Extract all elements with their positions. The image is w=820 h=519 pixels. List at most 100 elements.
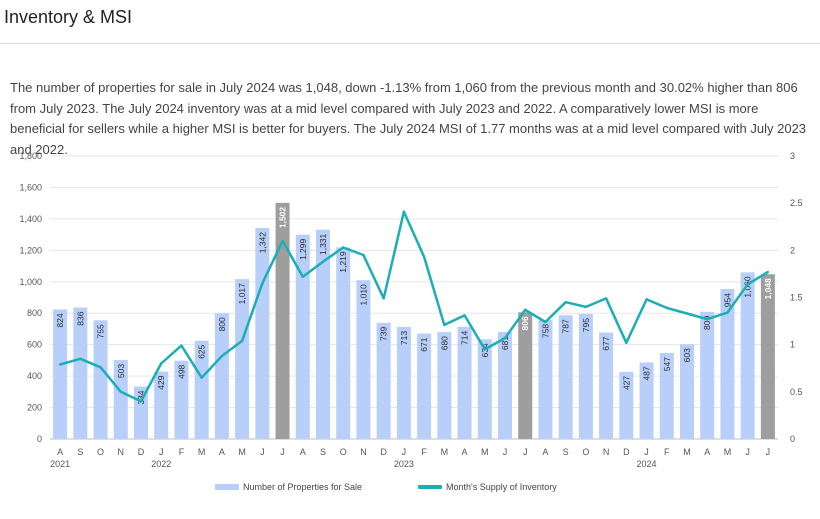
msi-point [645,298,648,301]
msi-point [706,317,709,321]
bar-value-label: 625 [197,344,207,358]
msi-point [463,314,466,317]
y-left-tick-label: 1,400 [19,214,42,224]
inventory-bar [720,289,735,439]
x-tick-label: F [179,447,185,457]
bar-value-label: 836 [75,311,85,325]
x-year-label: 2021 [50,459,70,469]
inventory-bar [396,326,411,439]
x-year-label: 2023 [394,459,414,469]
y-left-tick-label: 800 [27,308,42,318]
x-year-label: 2022 [151,459,171,469]
x-tick-label: A [704,447,710,457]
bar-value-label: 429 [156,375,166,389]
line-series [58,210,770,403]
bar-value-label: 739 [379,327,389,341]
x-tick-label: J [503,447,508,457]
msi-point [766,270,770,274]
inventory-bar [174,360,189,439]
x-tick-label: J [280,447,285,457]
msi-point [160,362,163,365]
bar-value-label: 1,060 [743,276,753,298]
bar-value-label: 603 [682,348,692,362]
y-left-tick-label: 200 [27,403,42,413]
inventory-bar [457,326,472,439]
inventory-bar [376,322,391,439]
inventory-bar [639,362,654,439]
inventory-bar [93,320,108,439]
legend-label-line[interactable]: Month's Supply of Inventory [446,482,557,492]
msi-point [604,297,608,300]
bar-value-label: 1,342 [257,232,267,254]
msi-point [200,376,203,379]
bar-value-label: 427 [621,376,631,390]
bar-value-label: 487 [642,366,652,380]
msi-point [382,297,385,300]
msi-point [746,283,749,286]
bar-value-label: 547 [662,357,672,371]
x-tick-label: S [77,447,83,457]
x-tick-label: M [683,447,691,457]
msi-point [524,308,527,311]
x-tick-label: F [664,447,670,457]
inventory-bar [255,228,270,439]
inventory-bar [336,247,351,439]
inventory-bar [214,313,229,439]
bar-labels: 824 836 755 503 334 429 498 625 800 1,017 1,342 1,5… [55,207,773,405]
x-tick-label: O [340,447,347,457]
y-left-tick-label: 600 [27,340,42,350]
msi-point [220,354,224,358]
inventory-bar [498,331,512,439]
y-right-tick-label: 0.5 [790,387,803,397]
bar-value-label: 1,219 [338,251,348,273]
chart-legend[interactable]: Number of Properties for Sale Month's Su… [215,482,557,492]
x-tick-label: M [441,447,449,457]
x-tick-label: D [138,447,145,457]
y-right-tick-label: 3 [790,151,795,161]
x-year-label: 2024 [637,459,657,469]
y-right-tick-label: 2.5 [790,198,803,208]
inventory-bar [477,339,492,439]
inventory-bar [659,352,674,439]
inventory-bar [740,272,755,439]
inventory-bar [437,332,452,439]
inventory-bar [53,309,68,439]
x-tick-label: J [745,447,750,457]
y-left-tick-label: 400 [27,371,42,381]
bar-value-label: 681 [500,336,510,350]
x-tick-label: M [238,447,246,457]
bar-series [53,202,775,439]
bar-value-label: 806 [520,316,530,330]
x-tick-label: M [481,447,489,457]
x-tick-label: S [320,447,326,457]
msi-point [402,210,406,213]
x-tick-label: J [644,447,649,457]
inventory-bar [680,344,694,439]
msi-point [58,363,62,366]
msi-point [726,311,729,314]
inventory-bar [700,311,715,439]
msi-point [503,336,507,340]
x-tick-label: M [724,447,732,457]
bar-value-label: 824 [55,313,65,327]
inventory-bar [578,314,593,439]
x-tick-label: J [523,447,528,457]
msi-point [584,305,588,309]
bar-value-label: 713 [399,331,409,345]
msi-point [564,301,567,304]
x-tick-label: N [603,447,610,457]
legend-label-bar[interactable]: Number of Properties for Sale [243,482,362,492]
x-tick-label: N [118,447,125,457]
msi-point [139,400,143,403]
legend-swatch-line [418,485,442,489]
bar-value-label: 714 [460,330,470,344]
bar-value-label: 334 [136,390,146,404]
inventory-bar [316,229,330,439]
bar-value-label: 498 [176,364,186,378]
msi-line [59,210,769,403]
x-tick-label: J [766,447,771,457]
msi-point [665,306,668,310]
msi-point [362,253,365,257]
y-right-tick-label: 1.5 [790,293,803,303]
legend-swatch-bar [215,484,239,490]
